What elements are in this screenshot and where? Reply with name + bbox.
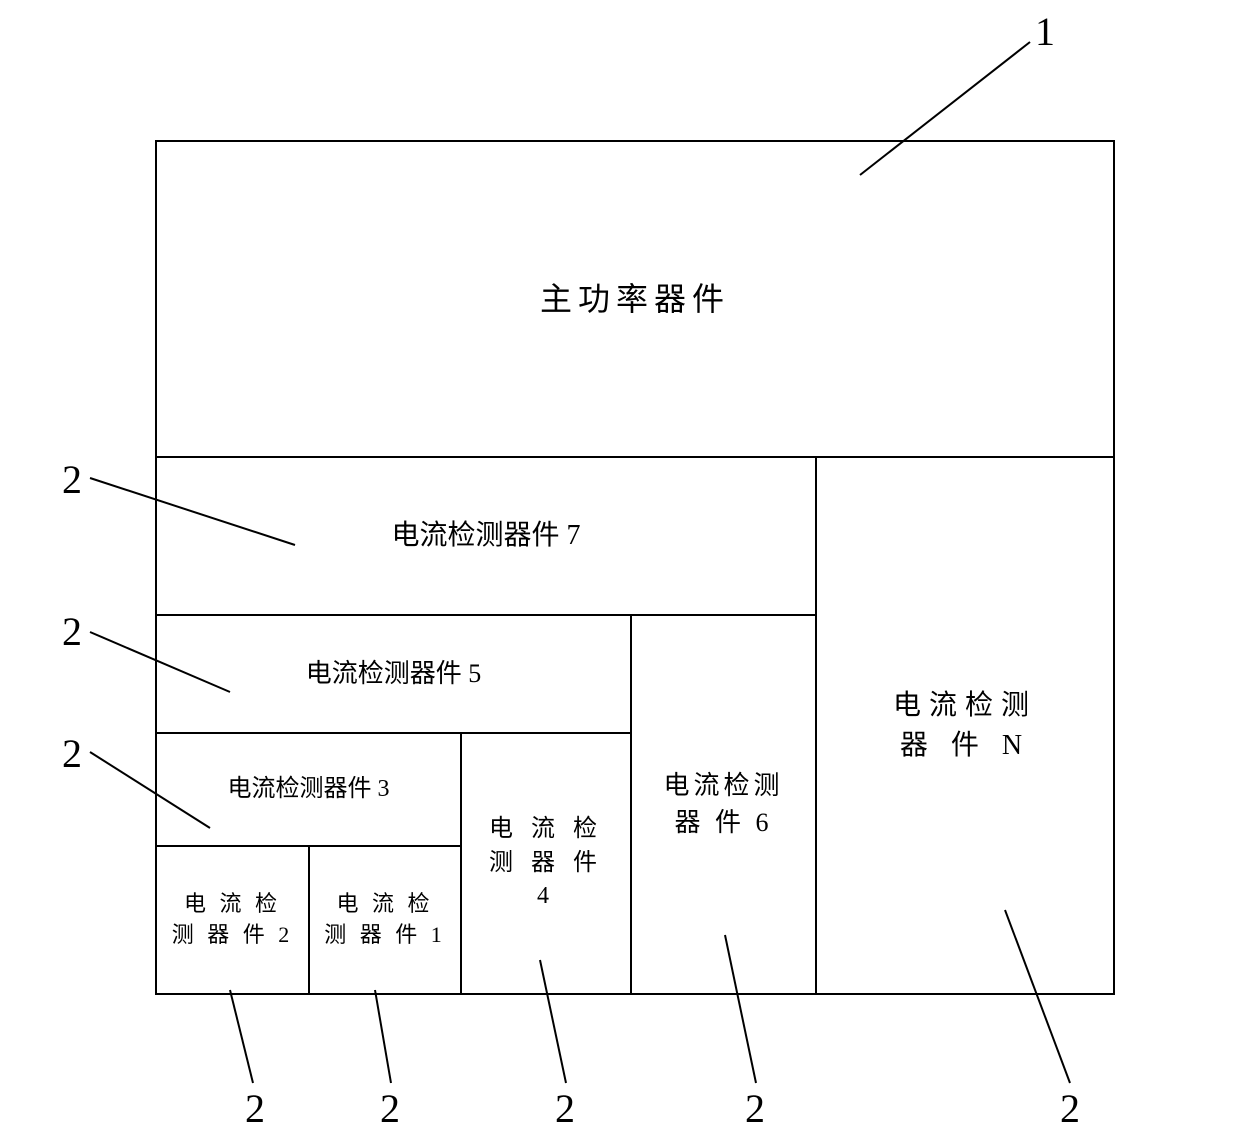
label-detector-n-bot: 2 xyxy=(1060,1085,1080,1132)
block-detector-7: 电流检测器件 7 xyxy=(155,456,817,616)
label-detector-7-left: 2 xyxy=(62,456,82,503)
label-detector-1-bot: 2 xyxy=(380,1085,400,1132)
label-main-power: 1 xyxy=(1035,8,1055,55)
block-detector-4-label: 电 流 检测 器 件4 xyxy=(485,809,607,918)
block-main-power: 主功率器件 xyxy=(155,140,1115,458)
block-detector-n-label: 电流检测器 件 N xyxy=(889,682,1041,768)
block-detector-6-label: 电流检测器 件 6 xyxy=(659,764,787,845)
diagram-container: 主功率器件 电流检测器 件 N 电流检测器件 7 电流检测器 件 6 电流检测器… xyxy=(155,140,1115,995)
label-detector-4-bot: 2 xyxy=(555,1085,575,1132)
block-detector-5-label: 电流检测器件 5 xyxy=(302,652,486,696)
label-detector-3-left: 2 xyxy=(62,730,82,777)
block-detector-2-label: 电 流 检测 器 件 2 xyxy=(168,885,298,955)
block-detector-n: 电流检测器 件 N xyxy=(815,456,1115,995)
block-detector-3-label: 电流检测器件 3 xyxy=(224,769,394,811)
block-detector-7-label: 电流检测器件 7 xyxy=(387,512,584,559)
block-detector-4: 电 流 检测 器 件4 xyxy=(460,732,632,995)
block-detector-5: 电流检测器件 5 xyxy=(155,614,632,734)
label-detector-6-bot: 2 xyxy=(745,1085,765,1132)
block-detector-3: 电流检测器件 3 xyxy=(155,732,462,847)
label-detector-5-left: 2 xyxy=(62,608,82,655)
block-detector-6: 电流检测器 件 6 xyxy=(630,614,817,995)
block-detector-2: 电 流 检测 器 件 2 xyxy=(155,845,310,995)
block-detector-1: 电 流 检测 器 件 1 xyxy=(308,845,462,995)
label-detector-2-bot: 2 xyxy=(245,1085,265,1132)
block-main-power-label: 主功率器件 xyxy=(536,273,734,326)
block-detector-1-label: 电 流 检测 器 件 1 xyxy=(320,885,450,955)
